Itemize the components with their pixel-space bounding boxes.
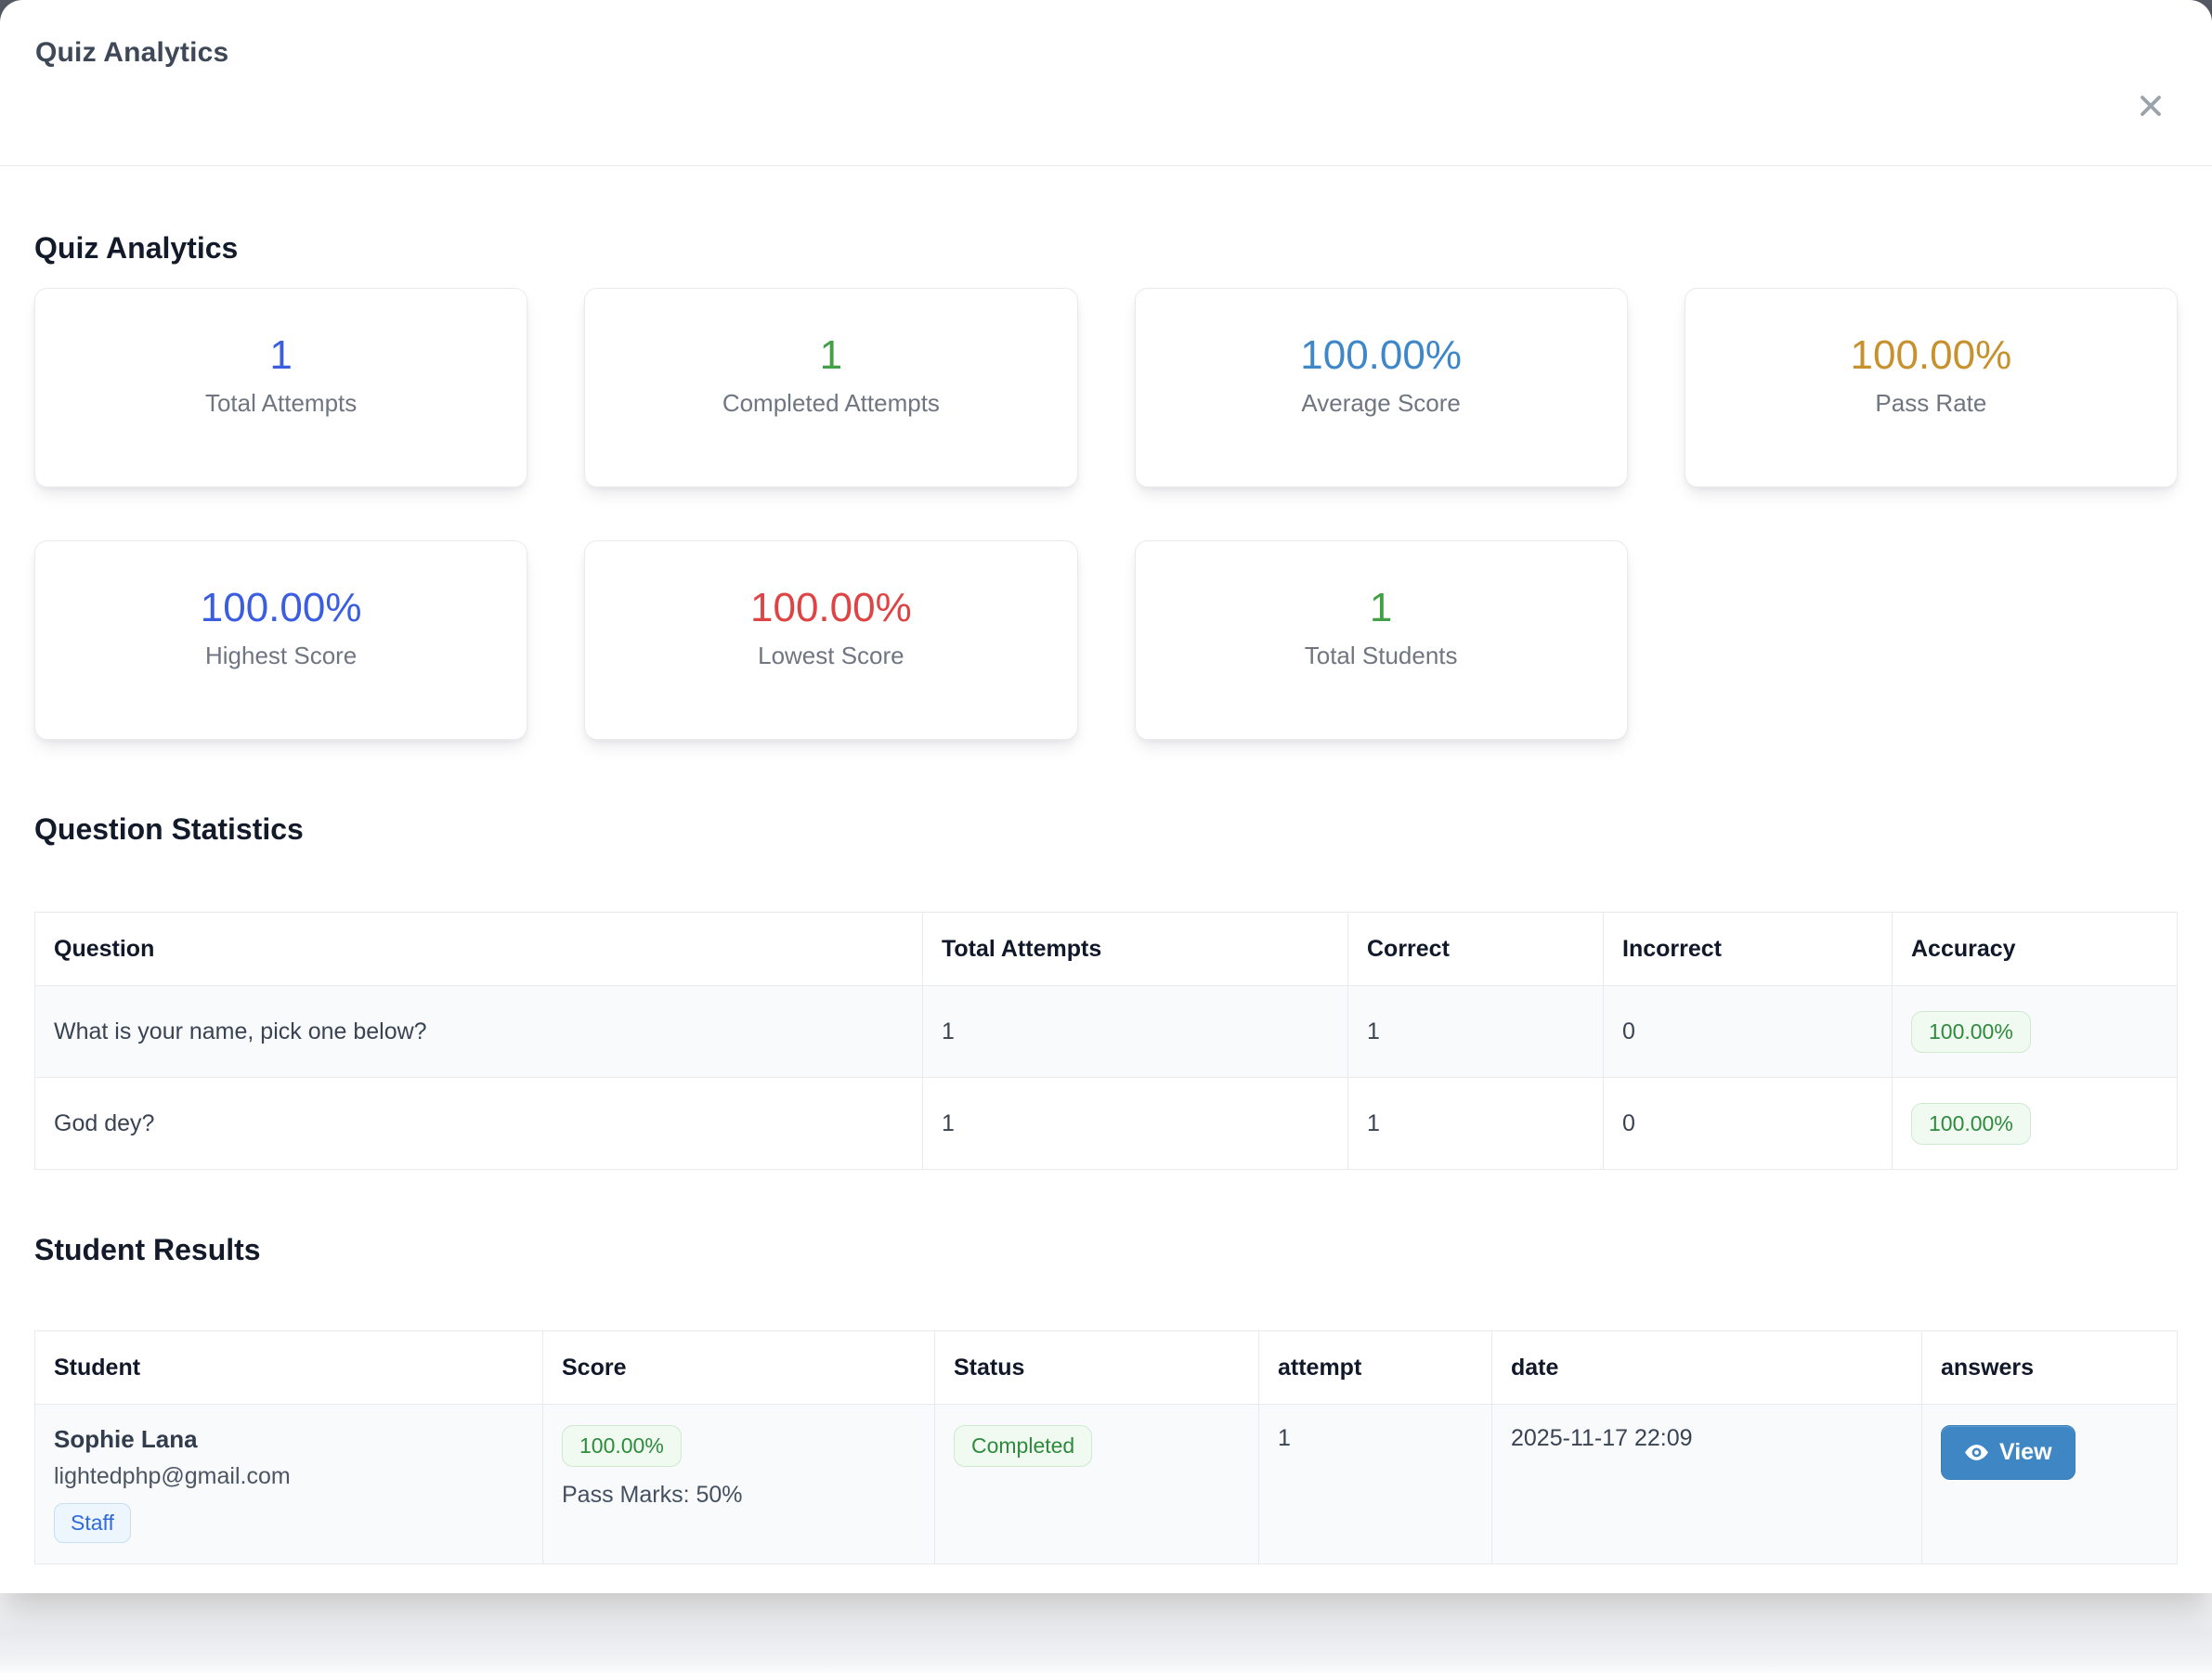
- stat-label: Lowest Score: [758, 642, 904, 669]
- cell-date: 2025-11-17 22:09: [1491, 1404, 1922, 1564]
- score-badge: 100.00%: [562, 1425, 682, 1467]
- student-email: lightedphp@gmail.com: [54, 1463, 291, 1489]
- analytics-section-title: Quiz Analytics: [34, 231, 239, 265]
- cell-answers: View: [1921, 1404, 2178, 1564]
- student-name: Sophie Lana: [54, 1425, 198, 1453]
- stat-value: 1: [1369, 585, 1393, 630]
- stat-card-total-attempts: 1 Total Attempts: [34, 288, 528, 487]
- stat-card-highest-score: 100.00% Highest Score: [34, 540, 528, 740]
- question-statistics-table: Question Total Attempts Correct Incorrec…: [34, 912, 2178, 1170]
- eye-icon: [1964, 1440, 1989, 1465]
- stat-value: 1: [269, 332, 293, 378]
- pass-marks-text: Pass Marks: 50%: [562, 1482, 743, 1508]
- stat-card-average-score: 100.00% Average Score: [1134, 288, 1628, 487]
- cell-total-attempts: 1: [922, 1077, 1348, 1170]
- view-answers-button[interactable]: View: [1941, 1425, 2075, 1480]
- table-header-row: Question Total Attempts Correct Incorrec…: [34, 912, 2178, 986]
- cell-status: Completed: [934, 1404, 1259, 1564]
- stat-card-completed-attempts: 1 Completed Attempts: [584, 288, 1078, 487]
- stat-label: Highest Score: [204, 642, 358, 669]
- column-header-student: Student: [34, 1330, 543, 1405]
- quiz-analytics-modal: Quiz Analytics Quiz Analytics 1 Total At…: [0, 0, 2212, 1564]
- cell-total-attempts: 1: [922, 985, 1348, 1078]
- stat-label: Pass Rate: [1875, 389, 1987, 417]
- cell-correct: 1: [1347, 1077, 1604, 1170]
- stat-label: Average Score: [1301, 389, 1461, 417]
- student-results-table: Student Score Status attempt date answer…: [34, 1330, 2178, 1564]
- student-results-title: Student Results: [34, 1233, 261, 1266]
- column-header-total-attempts: Total Attempts: [922, 912, 1348, 986]
- table-header-row: Student Score Status attempt date answer…: [34, 1330, 2178, 1405]
- cell-incorrect: 0: [1603, 1077, 1893, 1170]
- status-badge: Completed: [954, 1425, 1093, 1467]
- column-header-attempt: attempt: [1258, 1330, 1492, 1405]
- modal-title: Quiz Analytics: [35, 37, 229, 68]
- column-header-incorrect: Incorrect: [1603, 912, 1893, 986]
- stat-value: 100.00%: [1300, 332, 1462, 378]
- cell-attempt: 1: [1258, 1404, 1492, 1564]
- table-row: God dey? 1 1 0 100.00%: [34, 1077, 2178, 1170]
- column-header-score: Score: [542, 1330, 935, 1405]
- cell-accuracy: 100.00%: [1892, 985, 2178, 1078]
- stat-value: 100.00%: [1850, 332, 2012, 378]
- stat-label: Total Attempts: [204, 389, 358, 417]
- view-button-label: View: [1999, 1439, 2052, 1465]
- stat-label: Completed Attempts: [722, 389, 940, 417]
- cell-student: Sophie Lana lightedphp@gmail.com Staff: [34, 1404, 543, 1564]
- table-row: What is your name, pick one below? 1 1 0…: [34, 985, 2178, 1078]
- column-header-status: Status: [934, 1330, 1259, 1405]
- stat-value: 100.00%: [200, 585, 362, 630]
- modal-body: Quiz Analytics 1 Total Attempts 1 Comple…: [0, 166, 2212, 1564]
- accuracy-badge: 100.00%: [1911, 1102, 2031, 1145]
- column-header-accuracy: Accuracy: [1892, 912, 2178, 986]
- column-header-correct: Correct: [1347, 912, 1604, 986]
- stat-card-lowest-score: 100.00% Lowest Score: [584, 540, 1078, 740]
- stat-value: 100.00%: [750, 585, 912, 630]
- cell-question: God dey?: [34, 1077, 923, 1170]
- modal-header: Quiz Analytics: [0, 0, 2212, 166]
- cell-question: What is your name, pick one below?: [34, 985, 923, 1078]
- cell-incorrect: 0: [1603, 985, 1893, 1078]
- column-header-answers: answers: [1921, 1330, 2178, 1405]
- close-button[interactable]: [2130, 85, 2171, 126]
- column-header-question: Question: [34, 912, 923, 986]
- column-header-date: date: [1491, 1330, 1922, 1405]
- stat-value: 1: [819, 332, 843, 378]
- accuracy-badge: 100.00%: [1911, 1010, 2031, 1053]
- close-icon: [2134, 89, 2167, 123]
- cell-accuracy: 100.00%: [1892, 1077, 2178, 1170]
- page-background-bottom: [0, 1593, 2212, 1673]
- stat-label: Total Students: [1304, 642, 1458, 669]
- stats-card-grid: 1 Total Attempts 1 Completed Attempts 10…: [34, 288, 2178, 740]
- table-row: Sophie Lana lightedphp@gmail.com Staff 1…: [34, 1404, 2178, 1564]
- stat-card-pass-rate: 100.00% Pass Rate: [1684, 288, 2178, 487]
- cell-correct: 1: [1347, 985, 1604, 1078]
- role-badge: Staff: [54, 1503, 131, 1543]
- stat-card-total-students: 1 Total Students: [1134, 540, 1628, 740]
- cell-score: 100.00% Pass Marks: 50%: [542, 1404, 935, 1564]
- question-statistics-title: Question Statistics: [34, 812, 304, 846]
